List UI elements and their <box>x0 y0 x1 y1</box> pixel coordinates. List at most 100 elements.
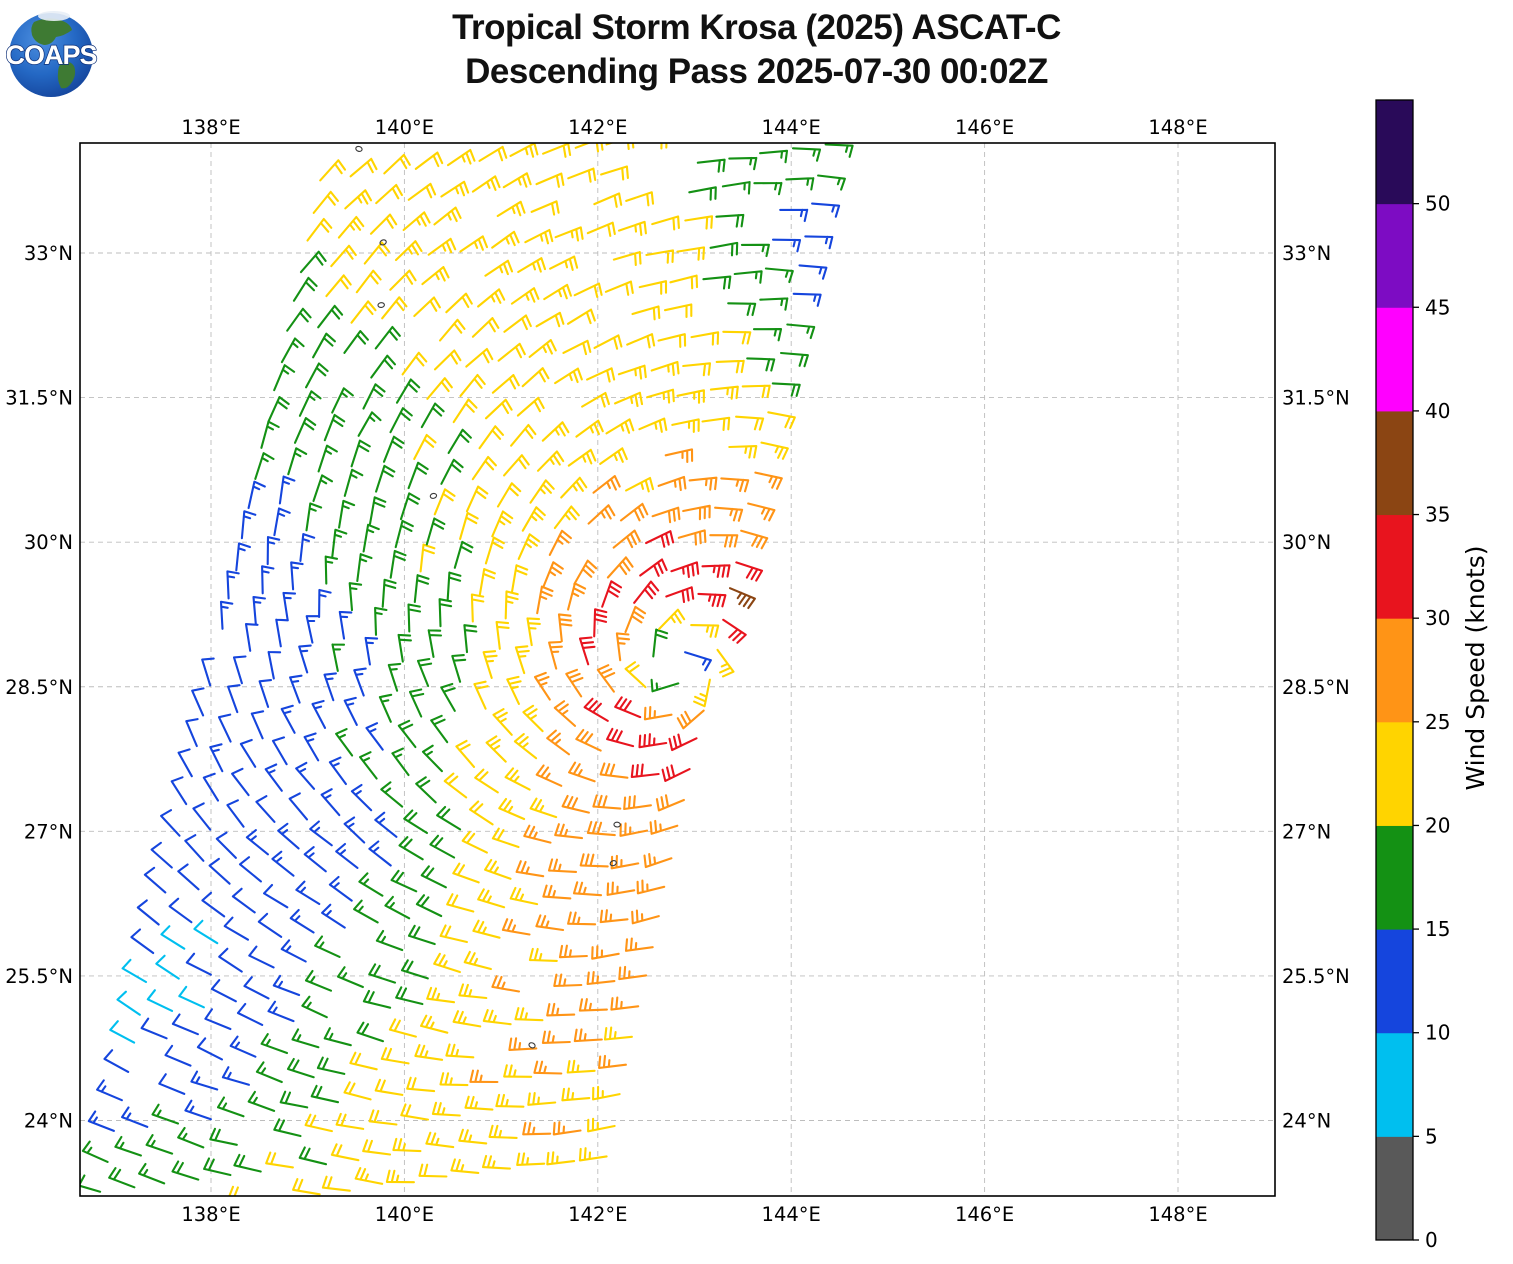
wind-barb <box>587 504 616 525</box>
x-axis-tick-label-bottom: 148°E <box>1148 1203 1207 1226</box>
wind-barb <box>541 1030 571 1044</box>
island-outline <box>429 492 438 499</box>
wind-barb <box>155 954 180 980</box>
wind-barb <box>413 433 437 461</box>
wind-barb <box>767 411 796 430</box>
wind-barb <box>661 764 691 782</box>
wind-barb <box>716 648 735 678</box>
wind-barb <box>677 529 707 546</box>
wind-barb <box>170 776 188 806</box>
wind-barb <box>645 249 675 264</box>
wind-barb <box>143 866 167 894</box>
wind-barb <box>583 697 609 722</box>
wind-barb <box>375 464 396 493</box>
wind-barb <box>190 1070 219 1091</box>
wind-barb <box>272 974 301 997</box>
wind-barb <box>309 820 333 847</box>
wind-barb <box>374 811 398 838</box>
wind-barb <box>633 580 660 604</box>
colorbar-segment <box>1376 721 1413 826</box>
wind-barb <box>492 708 513 736</box>
wind-barb <box>280 939 307 963</box>
wind-barb <box>617 364 647 380</box>
wind-barb <box>331 387 354 414</box>
wind-barb <box>210 979 237 1003</box>
wind-barb <box>440 458 464 485</box>
wind-barb <box>593 608 608 638</box>
wind-barb <box>610 854 640 870</box>
y-axis-tick-label-left: 27°N <box>24 820 73 843</box>
wind-barb <box>380 781 404 808</box>
wind-barb <box>535 172 565 188</box>
wind-barb <box>247 480 266 510</box>
wind-barb <box>759 297 789 311</box>
wind-barb <box>419 543 436 573</box>
wind-barb <box>348 582 363 612</box>
colorbar-segment <box>1376 825 1413 930</box>
wind-barb <box>420 1014 449 1034</box>
wind-barb <box>530 200 560 216</box>
wind-barb <box>279 1090 309 1109</box>
continent-south-america <box>57 61 76 89</box>
wind-barb <box>229 1035 257 1058</box>
wind-barb <box>517 257 547 274</box>
wind-barb <box>658 608 686 631</box>
island-outline <box>377 302 385 309</box>
wind-barb <box>356 1021 385 1043</box>
wind-barb <box>735 561 764 582</box>
wind-barb <box>184 834 205 862</box>
wind-barb <box>291 1028 320 1049</box>
colorbar-segment <box>1376 307 1413 412</box>
y-axis-tick-label-left: 30°N <box>24 531 73 554</box>
wind-barb <box>406 1076 436 1093</box>
wind-barb <box>450 1158 480 1174</box>
wind-barb <box>701 416 731 432</box>
wind-barb <box>624 605 647 634</box>
wind-barb <box>567 167 597 183</box>
wind-barb <box>740 529 769 550</box>
wind-barb <box>381 578 397 608</box>
wind-barb <box>400 1103 430 1121</box>
wind-barb <box>497 342 526 362</box>
wind-barb <box>660 143 668 150</box>
wind-barb <box>325 274 352 298</box>
wind-barb <box>651 215 680 231</box>
wind-barb <box>292 1178 321 1196</box>
colorbar-tick-label: 25 <box>1425 710 1450 734</box>
wind-barb <box>201 891 226 918</box>
wind-barb <box>378 693 393 723</box>
chart-title: Tropical Storm Krosa (2025) ASCAT-C Desc… <box>0 6 1513 94</box>
wind-barb <box>221 1066 250 1086</box>
wind-barb <box>362 1139 392 1156</box>
wind-barb <box>636 879 666 895</box>
wind-barb <box>400 959 429 980</box>
wind-barb <box>478 568 496 597</box>
wind-barb <box>702 275 732 290</box>
wind-barb <box>543 283 572 301</box>
wind-barb <box>433 952 461 974</box>
wind-barb <box>491 827 520 849</box>
wind-barb <box>357 411 382 437</box>
wind-barb <box>754 471 783 490</box>
wind-barb <box>218 947 243 973</box>
wind-barb <box>343 468 364 497</box>
wind-barb <box>312 190 339 214</box>
wind-barb <box>484 398 513 420</box>
wind-barb <box>469 1069 499 1084</box>
wind-barb <box>471 317 500 338</box>
wind-barb-field <box>80 143 854 1196</box>
wind-barb <box>495 1093 525 1108</box>
continent-north-america <box>31 18 72 45</box>
wind-barb <box>394 240 423 262</box>
wind-barb <box>178 985 205 1009</box>
wind-barb <box>364 636 379 666</box>
wind-barb <box>593 334 623 350</box>
wind-barb <box>298 644 312 674</box>
wind-barb <box>824 143 854 158</box>
wind-barb <box>304 1113 333 1133</box>
wind-barb <box>605 418 635 435</box>
wind-barb <box>591 945 620 960</box>
wind-barb <box>542 143 572 158</box>
wind-barb <box>227 684 241 714</box>
island-outlines <box>355 145 621 1049</box>
